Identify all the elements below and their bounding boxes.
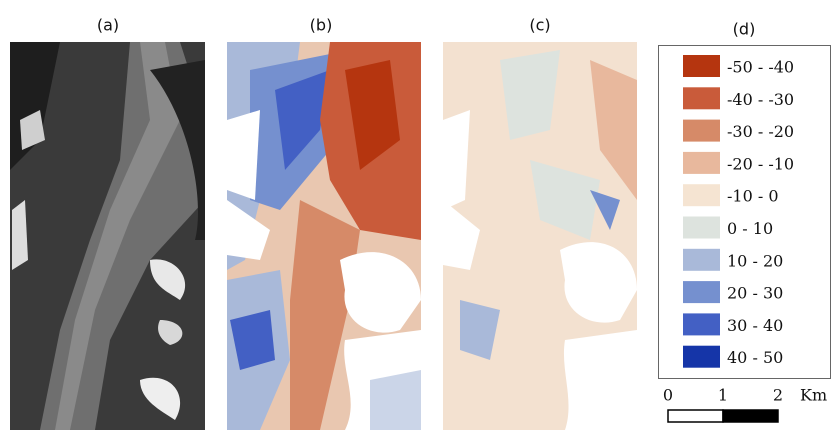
legend-label: -10 - 0 [727, 187, 779, 206]
panel-label: (c) [529, 16, 550, 35]
legend-swatch [683, 184, 720, 206]
panel-label: (b) [310, 16, 333, 35]
legend-swatch [683, 152, 720, 174]
legend-label: 0 - 10 [727, 219, 773, 238]
legend-swatch [683, 55, 720, 77]
figure: -50 - -40 -40 - -30 -30 - -20 -20 - -10 -10 … [0, 0, 831, 430]
satellite-image [10, 42, 205, 430]
displacement-map-c [443, 42, 637, 430]
legend-swatch [683, 249, 720, 271]
legend-swatch [683, 281, 720, 303]
legend-swatch [683, 120, 720, 142]
legend-label: 40 - 50 [727, 348, 783, 367]
legend-label: 10 - 20 [727, 251, 783, 270]
legend-label: -20 - -10 [727, 154, 794, 173]
scale-bar-black [723, 410, 778, 422]
legend-label: 30 - 40 [727, 316, 783, 335]
scale-tick-label: 0 [663, 386, 673, 405]
displacement-map-b [227, 42, 421, 430]
legend-label: 20 - 30 [727, 284, 783, 303]
panel-label: (a) [97, 16, 119, 35]
legend-label: -50 - -40 [727, 58, 794, 77]
scale-tick-label: 1 [718, 386, 728, 405]
legend-label: -30 - -20 [727, 122, 794, 141]
legend-title: (d) [733, 20, 756, 39]
legend-label: -40 - -30 [727, 90, 794, 109]
legend-swatch [683, 217, 720, 239]
scale-bar-white [668, 410, 723, 422]
scale-tick-label: 2 [773, 386, 783, 405]
legend-swatch [683, 87, 720, 109]
scale-unit: Km [800, 386, 827, 405]
legend-swatch [683, 346, 720, 368]
legend-swatch [683, 313, 720, 335]
